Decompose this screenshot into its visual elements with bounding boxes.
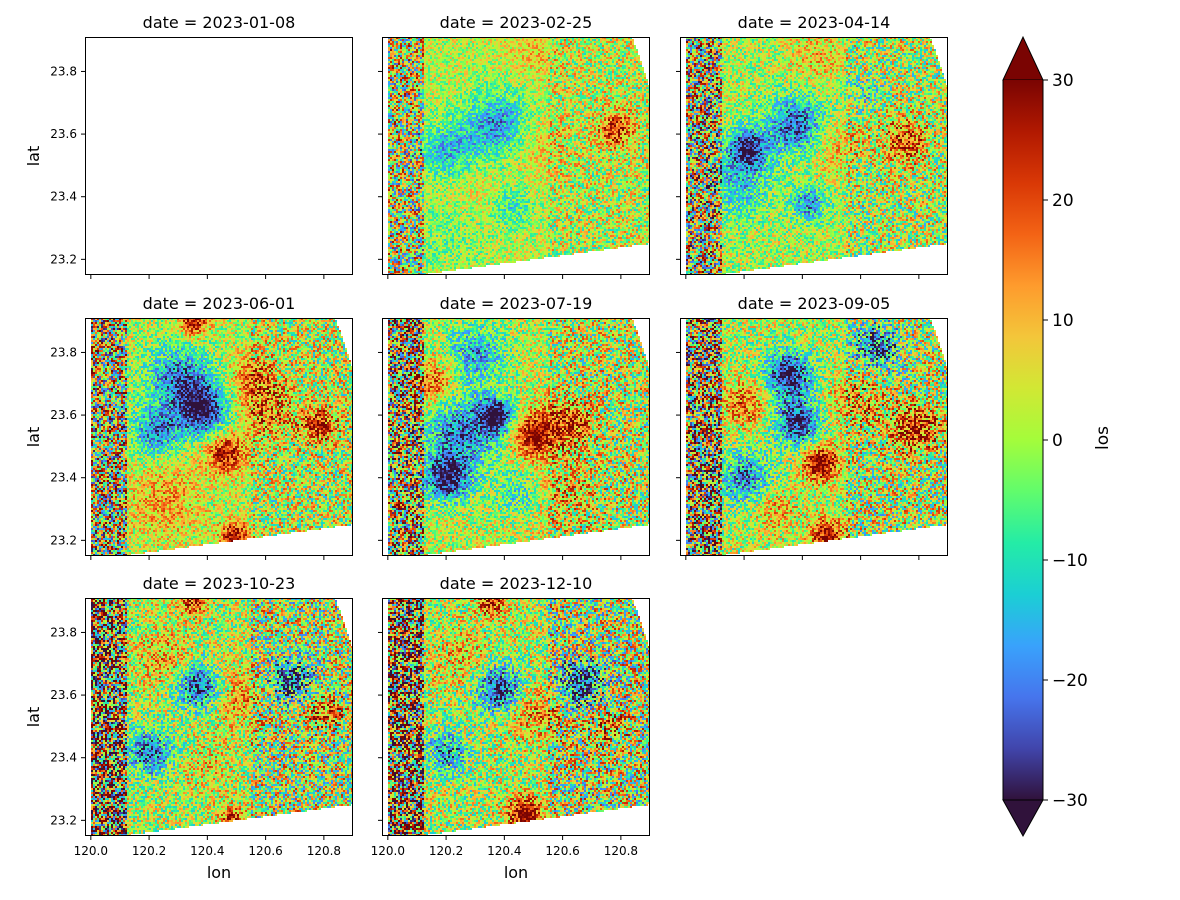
x-axis-label: lon	[207, 863, 231, 882]
y-tick-label: 23.6	[50, 408, 77, 422]
y-tick-label: 23.6	[50, 688, 77, 702]
panel-2023-10-23: date = 2023-10-23 23.2 23.4 23.6 23.8 lat 120.…	[24, 574, 353, 882]
los-field	[680, 318, 948, 556]
panel-2023-06-01: date = 2023-06-01 23.2 23.4 23.6 23.8 lat	[24, 294, 353, 560]
panel-title: date = 2023-09-05	[738, 294, 891, 313]
x-tick-label: 120.8	[307, 844, 341, 858]
los-field	[382, 598, 650, 836]
y-tick-label: 23.8	[50, 64, 77, 78]
los-field	[680, 37, 948, 275]
panel-title: date = 2023-07-19	[440, 294, 593, 313]
panel-title: date = 2023-12-10	[440, 574, 593, 593]
x-tick-label: 120.8	[604, 844, 638, 858]
colorbar-tick-label: 10	[1052, 311, 1074, 331]
panel-title: date = 2023-01-08	[143, 13, 296, 32]
panel-2023-07-19: date = 2023-07-19	[378, 294, 650, 560]
x-tick-label: 120.2	[429, 844, 463, 858]
panel-2023-01-08: date = 2023-01-08 23.2 23.4 23.6 23.8 lat	[24, 13, 353, 279]
panels-layer: date = 2023-01-0823.223.423.623.8latdate…	[24, 13, 948, 882]
colorbar-tick-label: −30	[1052, 791, 1088, 811]
colorbar-tick-label: 30	[1052, 71, 1074, 91]
colorbar-label: los	[1093, 426, 1113, 450]
y-tick-label: 23.8	[50, 345, 77, 359]
y-tick-label: 23.6	[50, 127, 77, 141]
los-field	[382, 37, 650, 275]
x-axis-label: lon	[504, 863, 528, 882]
colorbar-tick-label: 20	[1052, 191, 1074, 211]
y-tick-label: 23.2	[50, 533, 77, 547]
panel-title: date = 2023-02-25	[440, 13, 593, 32]
x-tick-label: 120.6	[248, 844, 282, 858]
los-field	[85, 318, 353, 556]
y-tick-label: 23.4	[50, 471, 77, 485]
los-field	[85, 598, 353, 836]
y-tick-label: 23.2	[50, 252, 77, 266]
y-tick-label: 23.4	[50, 751, 77, 765]
colorbar-tick-label: 0	[1052, 431, 1063, 451]
axes-frame	[680, 37, 948, 275]
panel-title: date = 2023-04-14	[738, 13, 891, 32]
panel-2023-09-05: date = 2023-09-05	[676, 294, 948, 560]
axes-frame	[680, 318, 948, 556]
y-axis-label: lat	[24, 146, 43, 167]
panel-2023-02-25: date = 2023-02-25	[378, 13, 650, 279]
panel-title: date = 2023-06-01	[143, 294, 296, 313]
x-tick-label: 120.2	[132, 844, 166, 858]
y-axis-label: lat	[24, 427, 43, 448]
axes-frame	[85, 318, 353, 556]
axes-frame	[382, 37, 650, 275]
panel-2023-12-10: date = 2023-12-10 120.0 120.2 120.4 120.6 120…	[371, 574, 650, 882]
x-tick-label: 120.4	[487, 844, 521, 858]
axes-frame	[382, 598, 650, 836]
y-tick-label: 23.8	[50, 625, 77, 639]
colorbar-extend-max	[1002, 35, 1044, 81]
y-tick-label: 23.2	[50, 813, 77, 827]
x-tick-label: 120.6	[545, 844, 579, 858]
los-field	[382, 318, 650, 556]
panel-title: date = 2023-10-23	[143, 574, 296, 593]
x-tick-label: 120.0	[371, 844, 405, 858]
x-tick-label: 120.0	[74, 844, 108, 858]
axes-frame	[85, 598, 353, 836]
colorbar-tick-label: −10	[1052, 551, 1088, 571]
panel-2023-04-14: date = 2023-04-14	[676, 13, 948, 279]
colorbar: 30 20 10 0 −10 −20 −30 los	[1002, 35, 1113, 838]
x-tick-label: 120.4	[190, 844, 224, 858]
y-axis-label: lat	[24, 707, 43, 728]
colorbar-ramp	[1003, 80, 1043, 800]
y-tick-label: 23.4	[50, 190, 77, 204]
colorbar-extend-min	[1002, 799, 1044, 838]
colorbar-tick-label: −20	[1052, 671, 1088, 691]
axes-frame	[382, 318, 650, 556]
axes-frame	[85, 37, 353, 275]
